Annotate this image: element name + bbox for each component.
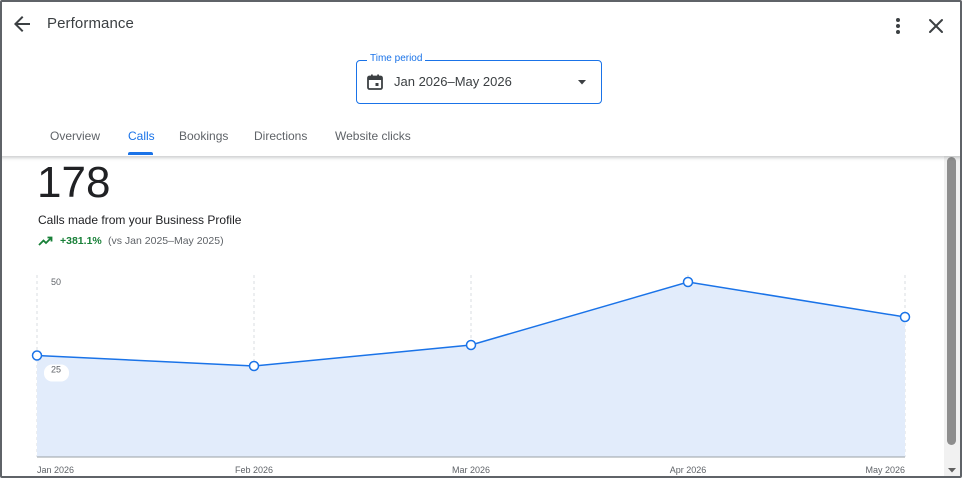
x-tick-label-0: Jan 2026: [37, 465, 74, 475]
page-title: Performance: [47, 15, 134, 32]
y-tick-label-bg-1: [44, 364, 69, 382]
tab-website-clicks[interactable]: Website clicks: [335, 129, 411, 143]
close-button[interactable]: [925, 14, 947, 38]
data-point-2: [465, 339, 477, 351]
arrow-back-icon: [14, 16, 30, 32]
calendar-icon: [367, 74, 383, 90]
scroll-down-arrow-icon[interactable]: [944, 464, 960, 476]
more-options-button[interactable]: [887, 14, 909, 38]
time-period-select[interactable]: Time period Jan 2026–May 2026: [356, 53, 602, 104]
data-point-1: [248, 360, 260, 372]
trending-up-icon: [38, 236, 53, 246]
y-tick-label-0: 50: [51, 277, 61, 287]
arrow-drop-down-icon: [578, 80, 586, 85]
scrollbar-thumb[interactable]: [947, 157, 956, 445]
time-period-value: Jan 2026–May 2026: [394, 74, 512, 89]
x-tick-label-1: Feb 2026: [235, 465, 273, 475]
x-tick-label-3: Apr 2026: [670, 465, 707, 475]
metric-label: Calls made from your Business Profile: [38, 213, 242, 227]
back-button[interactable]: [10, 12, 34, 36]
tab-calls[interactable]: Calls: [128, 129, 155, 143]
data-point-0: [31, 350, 43, 361]
calls-total: 178: [37, 158, 111, 207]
data-point-4: [899, 311, 911, 323]
x-tick-label-2: Mar 2026: [452, 465, 490, 475]
more-vert-icon: [896, 18, 900, 34]
header: Performance Time period Jan 2026–May 202…: [0, 0, 962, 156]
trend-percentage: +381.1%: [60, 235, 102, 247]
tab-directions[interactable]: Directions: [254, 129, 308, 143]
tab-bookings[interactable]: Bookings: [179, 129, 229, 143]
active-tab-indicator: [128, 152, 153, 155]
x-tick-label-4: May 2026: [865, 465, 905, 475]
trend-comparison: (vs Jan 2025–May 2025): [108, 235, 224, 247]
time-period-label: Time period: [367, 53, 426, 64]
data-point-3: [682, 276, 694, 288]
close-icon: [929, 19, 943, 33]
y-tick-label-1: 25: [51, 365, 61, 375]
area-fill: [37, 282, 905, 457]
tab-overview[interactable]: Overview: [50, 129, 101, 143]
